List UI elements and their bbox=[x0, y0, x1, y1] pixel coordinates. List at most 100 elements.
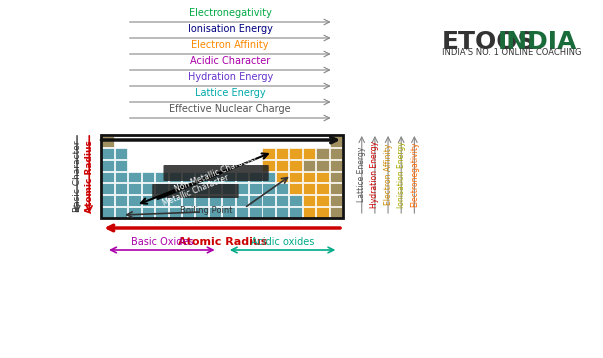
Bar bbox=[115, 160, 127, 170]
Bar bbox=[101, 136, 114, 147]
Bar bbox=[223, 195, 235, 206]
Bar bbox=[249, 195, 262, 206]
Bar bbox=[155, 183, 168, 194]
Bar bbox=[316, 171, 329, 183]
Bar bbox=[169, 195, 181, 206]
Bar bbox=[142, 171, 154, 183]
Bar bbox=[101, 183, 114, 194]
Bar bbox=[101, 160, 114, 170]
Bar bbox=[236, 171, 248, 183]
Bar bbox=[329, 148, 342, 159]
Bar bbox=[329, 207, 342, 218]
Bar bbox=[316, 195, 329, 206]
Text: Acidic Character: Acidic Character bbox=[190, 56, 270, 66]
Bar bbox=[249, 171, 262, 183]
FancyBboxPatch shape bbox=[163, 165, 269, 181]
Bar bbox=[128, 207, 140, 218]
Text: Atomic Radius: Atomic Radius bbox=[177, 237, 267, 247]
Bar bbox=[289, 195, 302, 206]
Bar bbox=[262, 195, 275, 206]
Bar bbox=[195, 183, 208, 194]
Bar bbox=[303, 207, 315, 218]
Text: Electronegativity: Electronegativity bbox=[410, 142, 419, 207]
Bar bbox=[249, 207, 262, 218]
Text: Atomic Radius: Atomic Radius bbox=[85, 140, 93, 213]
Bar bbox=[303, 171, 315, 183]
Text: Effective Nuclear Charge: Effective Nuclear Charge bbox=[169, 104, 291, 114]
Bar bbox=[329, 136, 342, 147]
Bar bbox=[115, 171, 127, 183]
Bar bbox=[182, 171, 194, 183]
Bar bbox=[329, 136, 342, 147]
Bar bbox=[262, 171, 275, 183]
Text: Boiling Point: Boiling Point bbox=[180, 205, 233, 214]
Bar bbox=[101, 171, 114, 183]
Text: INDIA'S NO. 1 ONLINE COACHING: INDIA'S NO. 1 ONLINE COACHING bbox=[441, 48, 581, 57]
Bar bbox=[329, 195, 342, 206]
Bar bbox=[289, 148, 302, 159]
Bar bbox=[195, 195, 208, 206]
Bar bbox=[236, 183, 248, 194]
Bar bbox=[276, 148, 288, 159]
Bar bbox=[262, 207, 275, 218]
Bar bbox=[223, 171, 235, 183]
Bar bbox=[303, 160, 315, 170]
Bar bbox=[316, 207, 329, 218]
Bar bbox=[182, 183, 194, 194]
FancyBboxPatch shape bbox=[152, 184, 239, 198]
Text: Lattice Energy: Lattice Energy bbox=[357, 147, 366, 202]
Bar bbox=[276, 160, 288, 170]
Text: INDIA: INDIA bbox=[498, 30, 577, 54]
Bar bbox=[316, 148, 329, 159]
Bar bbox=[236, 195, 248, 206]
Text: Ionisation Energy: Ionisation Energy bbox=[397, 141, 406, 208]
Bar bbox=[128, 183, 140, 194]
Text: Metallic Character: Metallic Character bbox=[161, 174, 230, 208]
Text: ETOOS: ETOOS bbox=[441, 30, 536, 54]
Bar bbox=[101, 207, 114, 218]
Bar bbox=[262, 160, 275, 170]
Bar bbox=[303, 183, 315, 194]
Bar bbox=[249, 183, 262, 194]
Bar bbox=[289, 160, 302, 170]
Bar bbox=[276, 148, 288, 159]
Text: Basic Character: Basic Character bbox=[72, 141, 81, 212]
Bar bbox=[329, 148, 342, 159]
Bar bbox=[329, 195, 342, 206]
Bar bbox=[262, 183, 275, 194]
Bar bbox=[289, 171, 302, 183]
Bar bbox=[155, 195, 168, 206]
Bar bbox=[115, 183, 127, 194]
Bar bbox=[316, 148, 329, 159]
Bar bbox=[115, 148, 127, 159]
Bar bbox=[303, 183, 315, 194]
Bar bbox=[182, 207, 194, 218]
Bar bbox=[209, 183, 221, 194]
Bar bbox=[316, 160, 329, 170]
Bar bbox=[128, 171, 140, 183]
Bar bbox=[329, 160, 342, 170]
Bar bbox=[303, 148, 315, 159]
Bar bbox=[289, 148, 302, 159]
Bar bbox=[223, 183, 235, 194]
Bar bbox=[142, 207, 154, 218]
Text: Electron Affinity: Electron Affinity bbox=[191, 40, 269, 50]
Bar bbox=[101, 148, 114, 159]
Bar bbox=[276, 207, 288, 218]
Text: Electron Affinity: Electron Affinity bbox=[384, 144, 393, 205]
Bar bbox=[262, 148, 275, 159]
Bar bbox=[262, 148, 275, 159]
Bar bbox=[303, 148, 315, 159]
Bar bbox=[236, 207, 248, 218]
Bar bbox=[276, 183, 288, 194]
Text: Ionisation Energy: Ionisation Energy bbox=[188, 24, 273, 34]
Bar bbox=[209, 171, 221, 183]
Bar bbox=[329, 171, 342, 183]
Bar bbox=[101, 135, 343, 218]
Text: Lattice Energy: Lattice Energy bbox=[195, 88, 265, 98]
Bar bbox=[209, 195, 221, 206]
Bar bbox=[289, 183, 302, 194]
Text: Hydration Energy: Hydration Energy bbox=[188, 72, 273, 82]
Text: Hydration Energy: Hydration Energy bbox=[370, 141, 379, 208]
Bar bbox=[169, 183, 181, 194]
